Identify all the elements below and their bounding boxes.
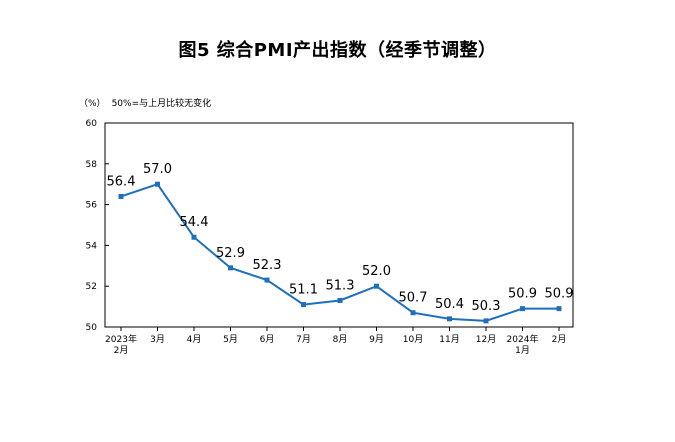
data-label: 50.9 — [545, 287, 574, 302]
y-unit-label: （%） — [79, 99, 106, 109]
data-labels: 56.4 57.0 54.4 52.9 52.3 51.1 51.3 52.0 50.7 50.4… — [107, 162, 574, 314]
x-tick-label: 4月 — [187, 334, 202, 345]
data-point — [155, 181, 160, 187]
data-label: 50.7 — [399, 291, 428, 306]
data-point — [337, 297, 343, 303]
data-point — [520, 306, 525, 312]
y-tick-label: 56 — [86, 201, 98, 211]
data-label: 54.4 — [180, 215, 209, 230]
x-tick-label: 3月 — [150, 334, 165, 345]
data-point — [556, 306, 562, 312]
data-label: 50.3 — [472, 299, 501, 314]
x-tick-label: 10月 — [403, 334, 423, 345]
data-label: 50.4 — [435, 297, 464, 312]
data-point — [264, 277, 270, 283]
data-point — [447, 316, 452, 322]
x-tick-label: 2月 — [552, 334, 567, 345]
chart-title: 图5 综合PMI产出指数（经季节调整） — [178, 40, 497, 61]
y-axis: 50 52 54 56 58 60 — [86, 119, 109, 333]
x-tick-label: 2024年 1月 — [507, 333, 539, 356]
y-tick-label: 54 — [86, 241, 98, 251]
y-tick-label: 60 — [86, 119, 98, 129]
y-tick-label: 52 — [86, 282, 97, 292]
baseline-note: 50%=与上月比较无变化 — [111, 99, 212, 109]
y-tick-label: 50 — [86, 323, 98, 333]
x-tick-label: 12月 — [476, 334, 496, 345]
series-markers — [118, 181, 562, 324]
data-label: 52.3 — [253, 258, 282, 273]
plot-area — [104, 122, 574, 328]
unit-note: （%） 50%=与上月比较无变化 — [79, 96, 211, 109]
data-point — [410, 310, 416, 316]
data-point — [301, 302, 306, 308]
x-tick-label: 9月 — [369, 334, 384, 345]
x-tick-label: 2023年 2月 — [105, 333, 137, 356]
data-label: 52.9 — [216, 246, 245, 261]
x-tick-label: 5月 — [223, 334, 238, 345]
data-point — [374, 283, 379, 289]
data-label: 56.4 — [107, 174, 136, 189]
y-tick-label: 58 — [86, 160, 98, 170]
data-label: 52.0 — [362, 264, 391, 279]
x-tick-label: 7月 — [296, 334, 311, 345]
data-point — [228, 265, 233, 271]
x-tick-label: 6月 — [260, 334, 275, 345]
x-tick-label: 11月 — [439, 334, 459, 345]
data-label: 51.1 — [289, 283, 318, 298]
data-point — [118, 193, 124, 199]
data-point — [483, 318, 489, 324]
data-label: 57.0 — [143, 162, 172, 177]
x-axis: 2023年 2月 3月 4月 5月 6月 7月 8月 9月 10月 11月 12月 2024年 1月 2月 — [105, 327, 566, 356]
data-point — [191, 234, 197, 240]
data-label: 51.3 — [326, 278, 355, 293]
x-tick-label: 8月 — [333, 334, 348, 345]
data-label: 50.9 — [508, 287, 537, 302]
